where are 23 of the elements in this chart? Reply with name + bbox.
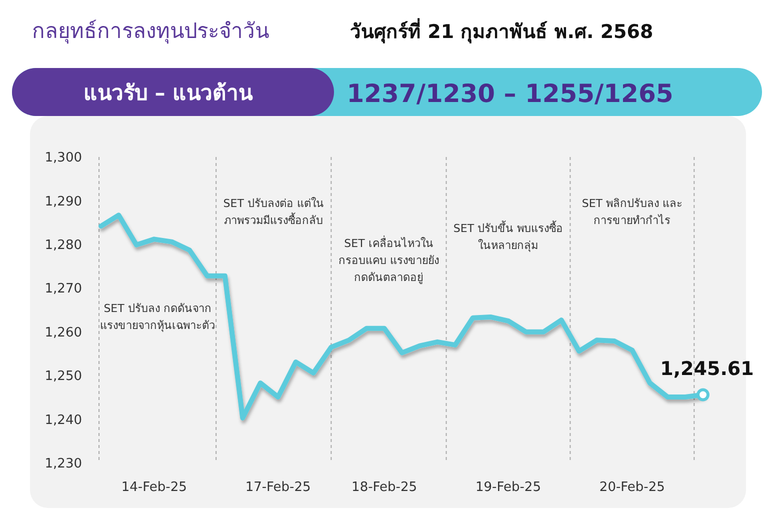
annotation: SET ปรับลงต่อ แต่ในภาพรวมมีแรงซื้อกลับ (222, 196, 325, 229)
annotation: SET พลิกปรับลง และการขายทำกำไร (580, 196, 684, 229)
chart-subtitle: วันศุกร์ที่ 21 กุมภาพันธ์ พ.ศ. 2568 (350, 18, 654, 44)
y-tick-label: 1,250 (44, 369, 82, 384)
text: แนวรับ – แนวต้าน (83, 81, 254, 105)
annotation: SET ปรับขึ้น พบแรงซื้อในหลายกลุ่ม (452, 220, 564, 254)
text: 1237/1230 – 1255/1265 (346, 79, 674, 108)
y-tick-label: 1,240 (44, 412, 82, 428)
y-tick-label: 1,270 (44, 282, 82, 297)
y-tick-label: 1,280 (44, 238, 82, 253)
y-tick-label: 1,290 (44, 194, 82, 210)
x-tick-label: 20-Feb-25 (599, 480, 665, 495)
x-tick-label: 17-Feb-25 (245, 480, 311, 495)
x-tick-label: 19-Feb-25 (475, 480, 541, 495)
y-tick-label: 1,230 (44, 456, 82, 472)
y-tick-label: 1,260 (44, 325, 82, 340)
annotation: SET เคลื่อนไหวในกรอบแคบ แรงขายยังกดดันตลาดอยู่ (337, 235, 440, 286)
annotation: SET ปรับลง กดดันจากแรงขายจากหุ้นเฉพาะตัว (100, 301, 216, 334)
chart-title: กลยุทธ์การลงทุนประจำวัน (32, 19, 269, 44)
data-label: 1,245.61 (660, 358, 754, 380)
x-tick-label: 14-Feb-25 (121, 480, 187, 495)
y-tick-label: 1,300 (44, 150, 82, 166)
x-tick-label: 18-Feb-25 (352, 480, 418, 495)
